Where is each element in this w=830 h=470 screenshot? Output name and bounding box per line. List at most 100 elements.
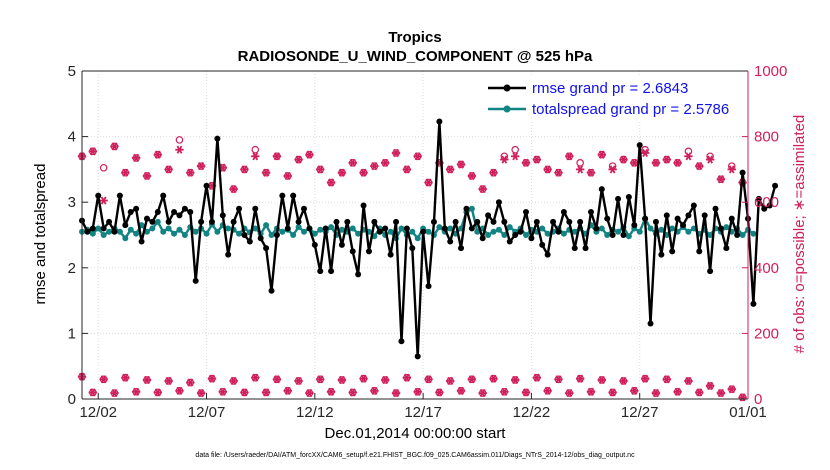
series-point — [100, 225, 107, 232]
obs-assimilated-point — [207, 374, 217, 383]
obs-star-stroke — [176, 145, 183, 154]
series-point — [355, 230, 362, 237]
obs-assimilated-point — [716, 175, 726, 184]
obs-assimilated-point — [738, 393, 747, 402]
obs-star-stroke — [219, 387, 226, 396]
obs-star-stroke — [566, 152, 573, 161]
obs-assimilated-point — [651, 158, 661, 167]
series-point — [122, 222, 129, 229]
obs-assimilated-point — [695, 162, 704, 171]
series-point — [290, 232, 297, 238]
series-point — [523, 209, 529, 216]
obs-assimilated-point — [456, 386, 466, 395]
obs-assimilated-point — [164, 165, 173, 174]
series-point — [344, 218, 351, 225]
obs-assimilated-point — [532, 373, 542, 382]
obs-star-stroke — [122, 373, 129, 382]
obs-assimilated-point — [727, 165, 736, 174]
obs-assimilated-point — [619, 155, 628, 164]
series-point — [89, 225, 96, 232]
series-point — [506, 224, 513, 231]
legend-box — [482, 76, 744, 122]
obs-star-stroke — [111, 389, 118, 398]
series-point — [425, 228, 432, 235]
series-point — [761, 205, 768, 212]
obs-star-stroke — [349, 388, 356, 397]
series-point — [452, 218, 459, 225]
series-point — [571, 245, 578, 252]
obs-assimilated-point — [478, 184, 487, 194]
obs-star-stroke — [414, 152, 421, 161]
series-point — [403, 225, 410, 232]
series-point — [154, 209, 161, 216]
obs-star-stroke — [241, 165, 248, 174]
series-point — [355, 271, 362, 278]
obs-assimilated-point — [402, 165, 412, 174]
obs-assimilated-point — [684, 376, 693, 386]
series-point — [512, 232, 519, 238]
series-point — [598, 225, 605, 232]
series-point — [674, 215, 681, 222]
obs-star-stroke — [523, 158, 529, 167]
obs-star-stroke — [512, 152, 519, 161]
series-point — [263, 245, 270, 252]
obs-star-stroke — [328, 387, 334, 396]
obs-assimilated-point — [370, 162, 379, 171]
obs-assimilated-point — [575, 374, 585, 383]
y-tick-label: 3 — [68, 194, 76, 211]
obs-assimilated-point — [305, 389, 314, 398]
obs-assimilated-point — [110, 389, 119, 398]
series-point — [485, 232, 492, 238]
obs-assimilated-point — [586, 387, 596, 396]
obs-star-stroke — [382, 375, 389, 385]
series-point — [311, 230, 318, 237]
obs-star-stroke — [425, 375, 432, 384]
y-tick-label: 5 — [68, 63, 76, 80]
legend-marker-totalspread — [503, 105, 511, 113]
series-point — [208, 218, 215, 225]
obs-star-stroke — [707, 381, 713, 390]
obs-assimilated-point — [467, 375, 477, 384]
series-point — [295, 224, 302, 231]
obs-star-stroke — [609, 388, 616, 397]
obs-assimilated-point — [240, 388, 249, 397]
obs-star-stroke — [187, 168, 194, 177]
obs-star-stroke — [165, 376, 172, 386]
obs-star-stroke — [642, 148, 649, 158]
obs-assimilated-point — [110, 142, 119, 151]
obs-star-stroke — [111, 142, 118, 151]
series-point — [165, 225, 172, 232]
obs-star-stroke — [360, 374, 367, 383]
series-point — [680, 222, 687, 229]
series-point — [609, 232, 616, 238]
series-point — [414, 235, 421, 242]
series-point — [116, 228, 123, 235]
obs-assimilated-point — [521, 388, 531, 397]
obs-star-stroke — [707, 155, 713, 164]
series-point — [550, 218, 557, 225]
series-point — [685, 212, 692, 219]
obs-assimilated-point — [283, 386, 292, 395]
obs-assimilated-point — [131, 387, 141, 396]
series-point — [723, 245, 730, 252]
series-point — [501, 232, 508, 238]
obs-assimilated-point — [640, 374, 650, 383]
obs-assimilated-point — [229, 184, 238, 194]
obs-assimilated-point — [489, 168, 498, 177]
series-point — [225, 225, 232, 232]
series-point — [409, 228, 416, 235]
series-point — [495, 226, 502, 233]
series-point — [598, 186, 605, 193]
obs-assimilated-point — [196, 162, 206, 171]
obs-assimilated-point — [413, 387, 422, 396]
obs-star-stroke — [403, 373, 410, 382]
series-point — [490, 228, 497, 235]
obs-star-stroke — [696, 162, 703, 171]
obs-assimilated-point — [294, 155, 303, 164]
obs-assimilated-point — [99, 375, 108, 384]
series-point — [430, 218, 437, 225]
series-point — [382, 225, 389, 232]
obs-assimilated-point — [619, 376, 628, 386]
series-point — [143, 215, 150, 222]
obs-assimilated-point — [294, 376, 303, 386]
